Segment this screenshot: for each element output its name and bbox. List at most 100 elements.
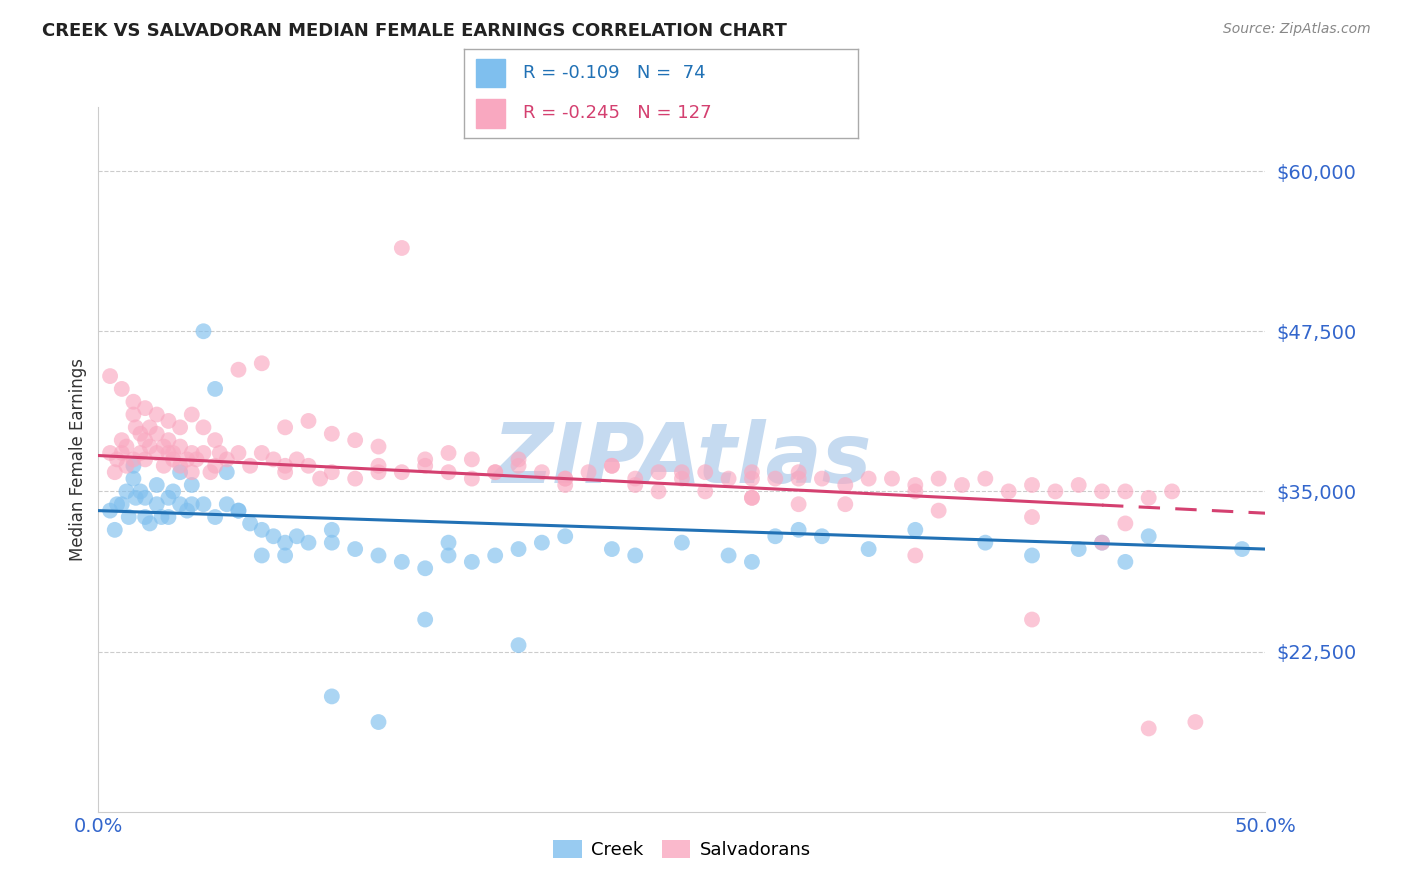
Point xyxy=(554,529,576,543)
Point xyxy=(152,440,174,454)
Point xyxy=(437,465,460,479)
Point xyxy=(997,484,1019,499)
Point xyxy=(367,714,389,729)
Point xyxy=(157,510,180,524)
Point xyxy=(647,484,669,499)
Point xyxy=(193,446,215,460)
Point xyxy=(1114,555,1136,569)
Point xyxy=(111,497,134,511)
Point xyxy=(1114,484,1136,499)
Point xyxy=(717,549,740,563)
Point xyxy=(508,458,530,473)
Point xyxy=(530,465,553,479)
Point xyxy=(578,465,600,479)
Point xyxy=(741,472,763,486)
Point xyxy=(162,484,184,499)
Point xyxy=(1091,535,1114,549)
Point xyxy=(695,484,717,499)
Point xyxy=(413,458,436,473)
Point xyxy=(391,555,413,569)
Point xyxy=(129,426,152,441)
Point xyxy=(1021,549,1043,563)
Point xyxy=(139,420,162,434)
Point xyxy=(321,535,343,549)
Point xyxy=(146,446,169,460)
Point xyxy=(904,484,927,499)
Point xyxy=(297,414,319,428)
Point xyxy=(228,362,250,376)
Point xyxy=(139,440,162,454)
Point xyxy=(176,452,198,467)
Point xyxy=(437,535,460,549)
Point xyxy=(1067,542,1090,557)
Bar xyxy=(475,59,505,87)
Point xyxy=(122,472,145,486)
Point xyxy=(129,446,152,460)
Point xyxy=(391,241,413,255)
Point xyxy=(215,497,238,511)
Point xyxy=(624,549,647,563)
Point xyxy=(186,452,208,467)
Point xyxy=(134,401,156,416)
Point xyxy=(204,433,226,447)
Point xyxy=(115,440,138,454)
Point xyxy=(787,497,810,511)
Point xyxy=(600,458,623,473)
Point xyxy=(530,535,553,549)
Point xyxy=(105,497,128,511)
Point xyxy=(904,549,927,563)
Point xyxy=(176,503,198,517)
Point xyxy=(391,465,413,479)
Point xyxy=(204,382,226,396)
Point xyxy=(974,472,997,486)
Point xyxy=(484,465,506,479)
Point xyxy=(134,452,156,467)
Point xyxy=(157,433,180,447)
Point xyxy=(180,446,202,460)
Point xyxy=(344,472,367,486)
Point xyxy=(763,472,786,486)
Point xyxy=(180,465,202,479)
Text: CREEK VS SALVADORAN MEDIAN FEMALE EARNINGS CORRELATION CHART: CREEK VS SALVADORAN MEDIAN FEMALE EARNIN… xyxy=(42,22,787,40)
Point xyxy=(741,555,763,569)
Point xyxy=(484,465,506,479)
Point xyxy=(157,414,180,428)
Point xyxy=(250,523,273,537)
Point xyxy=(554,472,576,486)
Text: ZIPAtlas: ZIPAtlas xyxy=(492,419,872,500)
Point xyxy=(321,426,343,441)
Point xyxy=(321,465,343,479)
Point xyxy=(262,529,284,543)
Point xyxy=(647,465,669,479)
Legend: Creek, Salvadorans: Creek, Salvadorans xyxy=(546,832,818,866)
Point xyxy=(200,465,222,479)
Bar xyxy=(475,99,505,128)
Point xyxy=(880,472,903,486)
Point xyxy=(169,440,191,454)
Point xyxy=(811,472,834,486)
Point xyxy=(250,356,273,370)
Point xyxy=(1021,613,1043,627)
Point xyxy=(111,446,134,460)
Point xyxy=(146,497,169,511)
Point xyxy=(600,542,623,557)
Point xyxy=(461,472,484,486)
Point xyxy=(671,472,693,486)
Point xyxy=(285,529,308,543)
Point xyxy=(437,549,460,563)
Point xyxy=(367,458,389,473)
Point xyxy=(787,472,810,486)
Point xyxy=(274,420,297,434)
Point xyxy=(554,472,576,486)
Point xyxy=(461,555,484,569)
Point xyxy=(139,516,162,531)
Point xyxy=(1230,542,1253,557)
Point xyxy=(98,446,121,460)
Point xyxy=(671,535,693,549)
Point xyxy=(152,458,174,473)
Point xyxy=(600,458,623,473)
Point xyxy=(508,452,530,467)
Point xyxy=(367,440,389,454)
Point xyxy=(180,408,202,422)
Point xyxy=(129,484,152,499)
